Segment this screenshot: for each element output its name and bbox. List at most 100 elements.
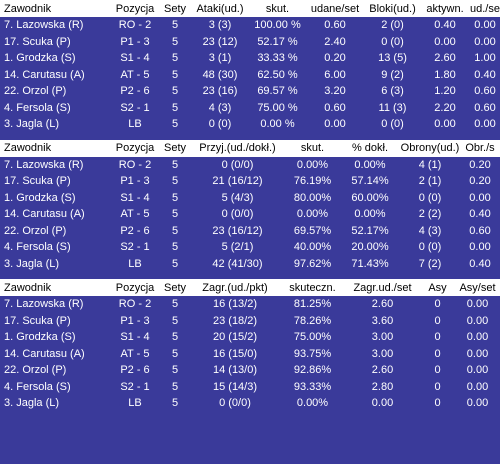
cell-reception-accuracy: 60.00% [351, 191, 389, 204]
col-header-reception-eff[interactable]: skut. [300, 142, 325, 154]
table-row[interactable]: 1. Grodzka (S) S1 - 4 5 3 (1) 33.33 % 0.… [0, 50, 500, 67]
col-header-digs-per-set[interactable]: Obr./s [465, 142, 495, 154]
table-row[interactable]: 7. Lazowska (R) RO - 2 5 0 (0/0) 0.00% 0… [0, 157, 500, 174]
cell-sets: 5 [171, 208, 179, 221]
table-row[interactable]: 3. Jagla (L) LB 5 0 (0/0) 0.00% 0.00 0 0… [0, 395, 500, 412]
cell-position: P1 - 3 [120, 314, 150, 327]
col-header-digs[interactable]: Obrony(ud.) [400, 142, 460, 154]
cell-sets: 5 [171, 257, 179, 270]
table-row[interactable]: 14. Carutasu (A) AT - 5 5 0 (0/0) 0.00% … [0, 206, 500, 223]
col-header-attacks[interactable]: Ataki(ud.) [196, 2, 244, 15]
cell-sets: 5 [171, 35, 179, 48]
table-row[interactable]: 4. Fersola (S) S2 - 1 5 15 (14/3) 93.33%… [0, 379, 500, 396]
cell-attacks: 0 (0) [208, 118, 232, 131]
cell-aces: 0 [434, 314, 441, 327]
col-header-aces-per-set[interactable]: Asy/set [459, 281, 496, 294]
cell-blocks: 0 (0) [381, 118, 404, 131]
table-row[interactable]: 7. Lazowska (R) RO - 2 5 16 (13/2) 81.25… [0, 296, 500, 313]
col-header-serve-per-set[interactable]: Zagr.ud./set [353, 281, 412, 294]
cell-position: AT - 5 [120, 68, 150, 81]
table-row[interactable]: 4. Fersola (S) S2 - 1 5 5 (2/1) 40.00% 2… [0, 239, 500, 256]
cell-player: 22. Orzol (P) [4, 85, 67, 98]
table-row[interactable]: 17. Scuka (P) P1 - 3 5 23 (18/2) 78.26% … [0, 313, 500, 330]
cell-aces: 0 [434, 380, 441, 393]
table-row[interactable]: 1. Grodzka (S) S1 - 4 5 5 (4/3) 80.00% 6… [0, 190, 500, 207]
table-row[interactable]: 3. Jagla (L) LB 5 0 (0) 0.00 % 0.00 0 (0… [0, 116, 500, 133]
cell-block-activity: 0.40 [434, 19, 456, 32]
table-row[interactable]: 22. Orzol (P) P2 - 6 5 23 (16/12) 69.57%… [0, 223, 500, 240]
table-row[interactable]: 22. Orzol (P) P2 - 6 5 14 (13/0) 92.86% … [0, 362, 500, 379]
cell-position: P2 - 6 [120, 85, 150, 98]
cell-position: S2 - 1 [120, 101, 150, 114]
cell-blocks: 9 (2) [381, 68, 404, 81]
cell-player: 1. Grodzka (S) [4, 191, 76, 204]
cell-reception-eff: 97.62% [293, 257, 332, 270]
cell-attack-per-set: 0.20 [324, 52, 346, 65]
cell-player: 7. Lazowska (R) [4, 158, 84, 171]
cell-position: S2 - 1 [120, 380, 150, 393]
col-header-reception[interactable]: Przyj.(ud./dokł.) [199, 142, 276, 154]
col-header-position[interactable]: Pozycja [115, 281, 155, 294]
cell-digs: 2 (2) [418, 208, 442, 221]
col-header-position[interactable]: Pozycja [115, 2, 155, 15]
cell-block-per-set: 0.00 [474, 35, 496, 48]
cell-reception-eff: 80.00% [293, 191, 332, 204]
col-header-sets[interactable]: Sety [163, 142, 186, 154]
cell-player: 7. Lazowska (R) [4, 19, 84, 32]
cell-aces-per-set: 0.00 [466, 397, 489, 410]
cell-attack-per-set: 2.40 [324, 35, 346, 48]
col-header-position[interactable]: Pozycja [115, 142, 155, 154]
cell-player: 17. Scuka (P) [4, 314, 71, 327]
table-row[interactable]: 3. Jagla (L) LB 5 42 (41/30) 97.62% 71.4… [0, 256, 500, 273]
col-header-player[interactable]: Zawodnik [4, 281, 52, 294]
cell-serve-per-set: 3.00 [371, 331, 394, 344]
col-header-serves[interactable]: Zagr.(ud./pkt) [202, 281, 268, 294]
cell-position: RO - 2 [118, 19, 152, 32]
cell-attack-eff: 100.00 % [254, 19, 301, 32]
cell-position: P2 - 6 [120, 364, 150, 377]
col-header-attack-eff[interactable]: skut. [265, 2, 290, 15]
col-header-aces[interactable]: Asy [428, 281, 447, 294]
col-header-serve-eff[interactable]: skuteczn. [289, 281, 336, 294]
col-header-blocks[interactable]: Bloki(ud.) [369, 2, 416, 15]
cell-aces-per-set: 0.00 [466, 298, 489, 311]
table-row[interactable]: 1. Grodzka (S) S1 - 4 5 20 (15/2) 75.00%… [0, 329, 500, 346]
cell-player: 4. Fersola (S) [4, 380, 71, 393]
col-header-sets[interactable]: Sety [163, 281, 186, 294]
cell-block-per-set: 1.00 [474, 52, 496, 65]
table-row[interactable]: 17. Scuka (P) P1 - 3 5 23 (12) 52.17 % 2… [0, 34, 500, 51]
col-header-attack-per-set[interactable]: udane/set [310, 2, 360, 15]
cell-attack-eff: 62.50 % [257, 68, 298, 81]
table-row[interactable]: 17. Scuka (P) P1 - 3 5 21 (16/12) 76.19%… [0, 173, 500, 190]
cell-serves: 20 (15/2) [212, 331, 258, 344]
col-header-player[interactable]: Zawodnik [4, 2, 52, 15]
col-header-block-per-set[interactable]: ud./se [470, 2, 500, 15]
cell-digs-per-set: 0.20 [469, 158, 491, 171]
cell-aces: 0 [434, 397, 441, 410]
table-header: Zawodnik Pozycja Sety Zagr.(ud./pkt) sku… [0, 279, 500, 296]
table-row[interactable]: 7. Lazowska (R) RO - 2 5 3 (3) 100.00 % … [0, 17, 500, 34]
cell-serve-eff: 93.33% [293, 380, 332, 393]
cell-aces: 0 [434, 331, 441, 344]
col-header-player[interactable]: Zawodnik [4, 142, 52, 154]
cell-sets: 5 [171, 224, 179, 237]
cell-position: S1 - 4 [120, 52, 150, 65]
cell-block-activity: 1.20 [434, 85, 456, 98]
cell-sets: 5 [171, 118, 179, 131]
cell-block-activity: 2.20 [434, 101, 456, 114]
col-header-block-activity[interactable]: aktywn. [426, 2, 464, 15]
cell-serve-per-set: 2.60 [371, 364, 394, 377]
cell-serve-per-set: 2.60 [371, 298, 394, 311]
cell-serve-per-set: 3.60 [371, 314, 394, 327]
cell-reception-accuracy: 0.00% [354, 208, 386, 221]
table-row[interactable]: 4. Fersola (S) S2 - 1 5 4 (3) 75.00 % 0.… [0, 100, 500, 117]
cell-aces-per-set: 0.00 [466, 347, 489, 360]
table-row[interactable]: 14. Carutasu (A) AT - 5 5 16 (15/0) 93.7… [0, 346, 500, 363]
cell-sets: 5 [171, 19, 179, 32]
table-row[interactable]: 14. Carutasu (A) AT - 5 5 48 (30) 62.50 … [0, 67, 500, 84]
table-row[interactable]: 22. Orzol (P) P2 - 6 5 23 (16) 69.57 % 3… [0, 83, 500, 100]
cell-attacks: 23 (16) [202, 85, 238, 98]
col-header-reception-accuracy[interactable]: % dokł. [351, 142, 389, 154]
cell-position: AT - 5 [120, 347, 150, 360]
col-header-sets[interactable]: Sety [163, 2, 186, 15]
